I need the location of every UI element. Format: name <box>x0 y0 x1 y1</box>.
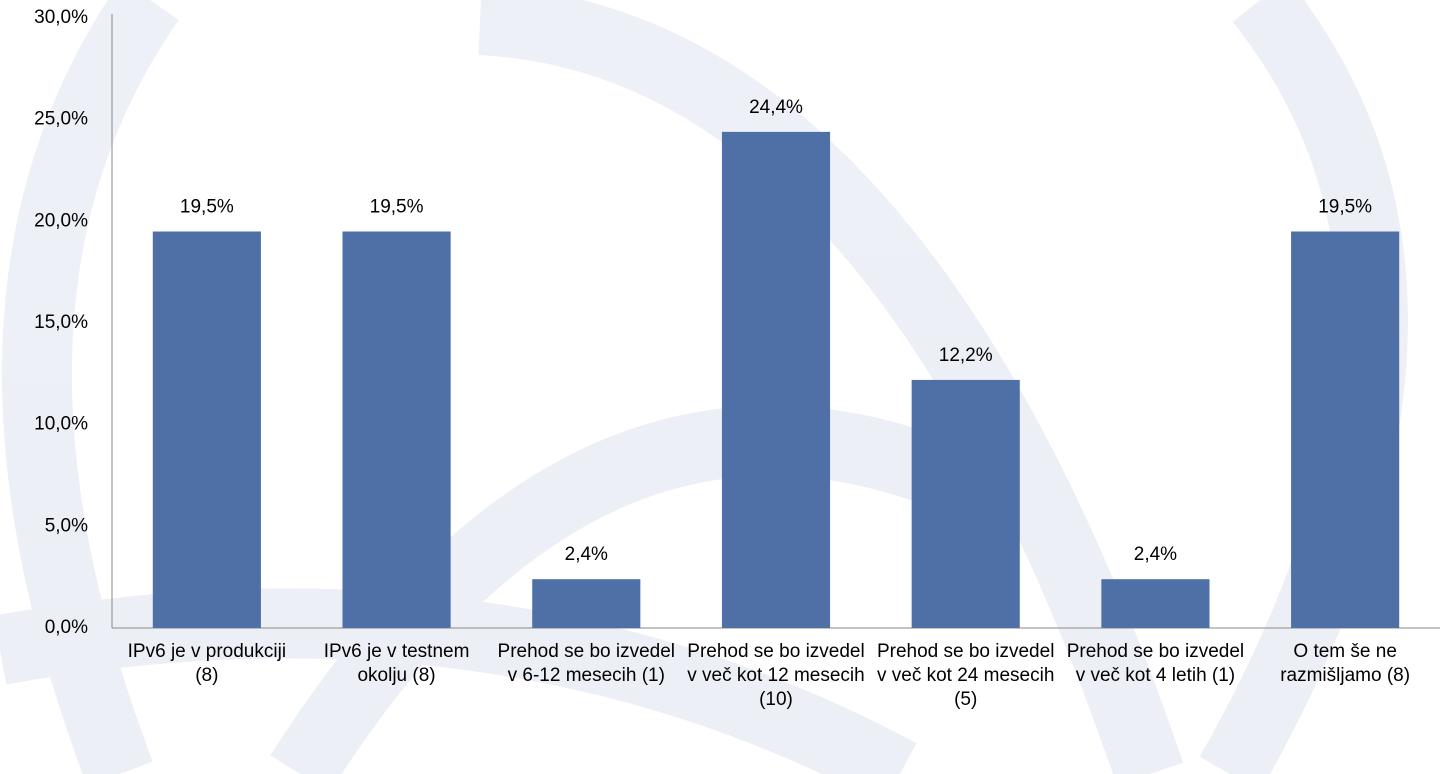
value-label: 2,4% <box>565 544 608 565</box>
bar <box>1291 231 1400 628</box>
bar <box>911 379 1020 628</box>
x-tick-label: IPv6 je v produkciji (8) <box>127 641 287 686</box>
y-tick-label: 25,0% <box>34 109 88 130</box>
x-tick-label: Prehod se bo izvedel v več kot 12 meseci… <box>687 641 865 710</box>
x-tick-label: IPv6 je v testnem okolju (8) <box>323 641 470 686</box>
value-label: 19,5% <box>180 197 234 218</box>
x-tick-label: O tem še ne razmišljamo (8) <box>1280 641 1411 686</box>
x-tick-label: Prehod se bo izvedel v več kot 24 meseci… <box>876 641 1055 710</box>
value-label: 2,4% <box>1134 544 1177 565</box>
y-tick-label: 10,0% <box>34 414 88 435</box>
y-tick-label: 20,0% <box>34 210 88 231</box>
bar <box>721 131 831 628</box>
y-tick-label: 30,0% <box>34 7 88 28</box>
value-label: 19,5% <box>1318 197 1372 218</box>
bar <box>532 579 641 628</box>
y-tick-label: 15,0% <box>34 312 88 333</box>
y-tick-label: 5,0% <box>45 515 88 536</box>
value-label: 12,2% <box>939 345 993 366</box>
bar <box>342 231 451 628</box>
x-tick-label: Prehod se bo izvedel v 6-12 mesecih (1) <box>497 641 675 686</box>
x-tick-label: Prehod se bo izvedel v več kot 4 letih (… <box>1066 641 1245 686</box>
y-tick-label: 0,0% <box>45 617 88 638</box>
bar <box>1101 579 1210 628</box>
value-label: 19,5% <box>370 197 424 218</box>
bar <box>152 231 261 628</box>
value-label: 24,4% <box>749 97 803 118</box>
